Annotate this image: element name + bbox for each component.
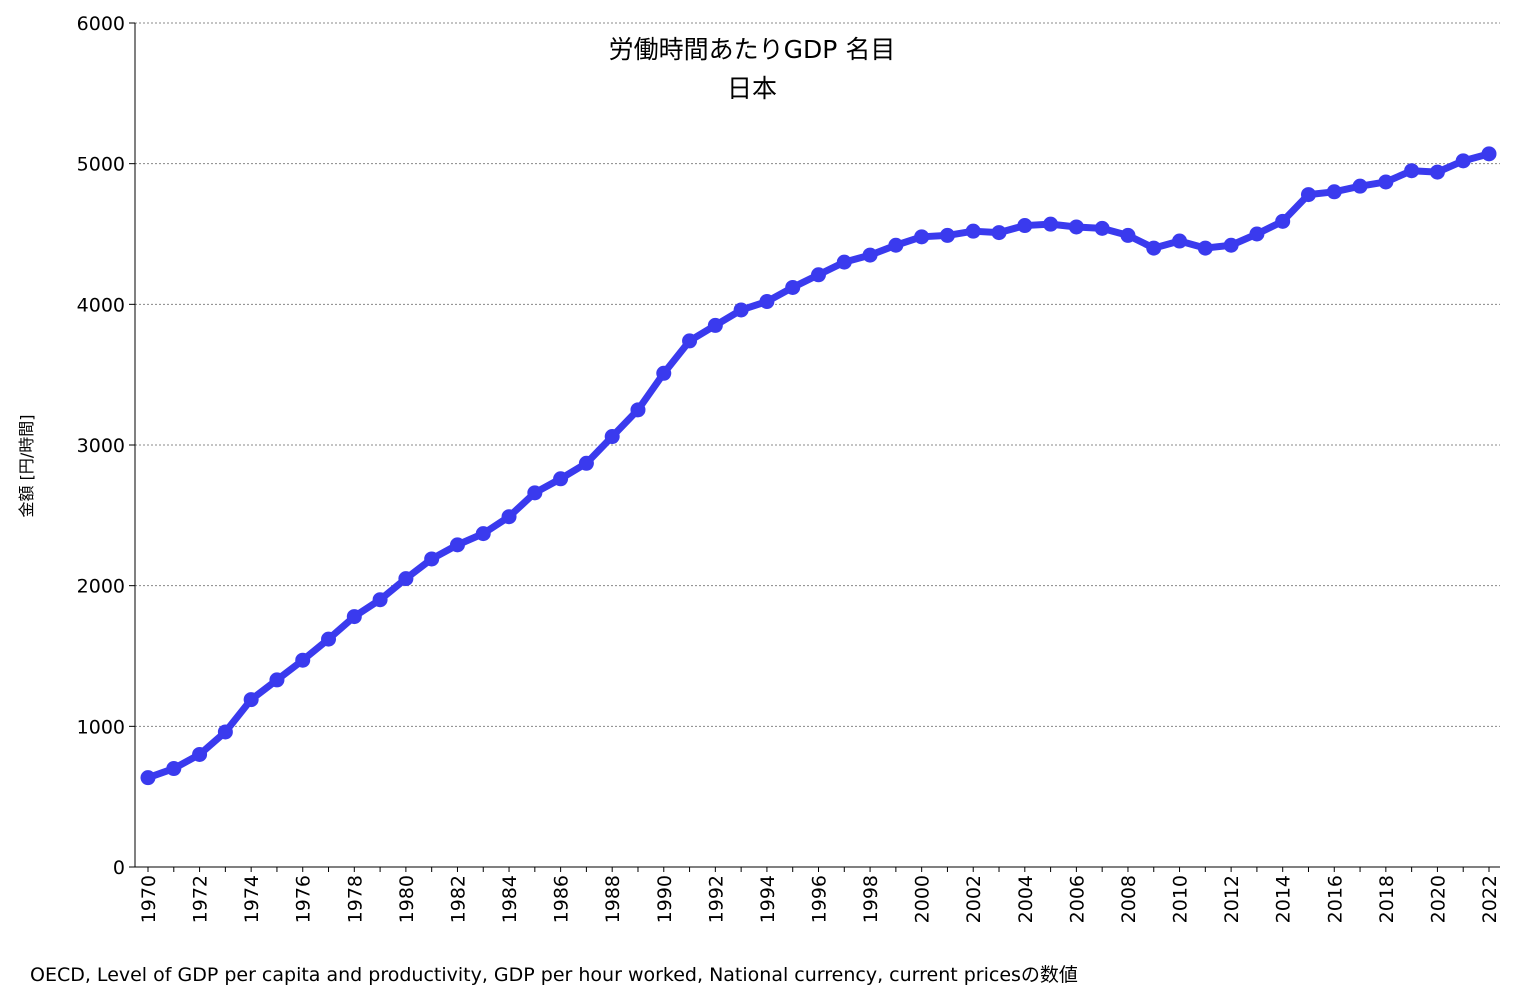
- y-tick-label: 3000: [77, 435, 125, 457]
- x-tick-label: 2000: [912, 875, 934, 923]
- x-tick-label: 2014: [1273, 875, 1295, 923]
- data-point: [1455, 153, 1471, 169]
- data-point: [759, 294, 775, 310]
- data-point: [295, 652, 311, 668]
- data-point: [372, 592, 388, 608]
- data-point: [449, 537, 465, 553]
- data-point: [785, 279, 801, 295]
- data-point: [346, 609, 362, 625]
- y-tick-label: 6000: [77, 13, 125, 35]
- series-line: [140, 146, 1497, 786]
- data-point: [1429, 164, 1445, 180]
- data-point: [217, 724, 233, 740]
- data-point: [1043, 216, 1059, 232]
- data-point: [1094, 220, 1110, 236]
- data-point: [733, 302, 749, 318]
- data-point: [578, 455, 594, 471]
- x-tick-label: 2016: [1324, 875, 1346, 923]
- chart-title: 労働時間あたりGDP 名目: [609, 35, 896, 64]
- y-axis-label: 金額 [円/時間]: [17, 415, 36, 518]
- y-tick-label: 0: [113, 857, 125, 879]
- data-point: [553, 471, 569, 487]
- data-point: [914, 229, 930, 245]
- x-tick-label: 1980: [396, 875, 418, 923]
- data-point: [682, 333, 698, 349]
- gridlines: [135, 22, 1500, 727]
- data-point: [1197, 240, 1213, 256]
- x-tick-label: 1976: [293, 875, 315, 923]
- x-tick-label: 2002: [963, 875, 985, 923]
- x-tick-label: 1970: [138, 875, 160, 923]
- data-point: [1223, 237, 1239, 253]
- x-tick-label: 2022: [1479, 875, 1501, 923]
- data-point: [888, 237, 904, 253]
- data-point: [1326, 184, 1342, 200]
- data-point: [140, 770, 156, 786]
- data-point: [424, 551, 440, 567]
- data-point: [1146, 240, 1162, 256]
- data-point: [1068, 219, 1084, 235]
- axes: [129, 22, 1500, 872]
- data-point: [1378, 174, 1394, 190]
- data-point: [707, 317, 723, 333]
- data-point: [501, 509, 517, 525]
- x-tick-label: 2008: [1118, 875, 1140, 923]
- data-point: [1275, 213, 1291, 229]
- data-point: [811, 267, 826, 283]
- x-tick-label: 1998: [860, 875, 882, 923]
- x-tick-label: 1974: [241, 875, 263, 923]
- data-point: [166, 761, 182, 777]
- data-point: [862, 247, 878, 263]
- x-tick-label: 1984: [499, 875, 521, 923]
- data-point: [1172, 233, 1188, 249]
- data-point: [269, 672, 285, 688]
- data-point: [630, 402, 646, 418]
- data-point: [1352, 178, 1368, 194]
- data-point: [527, 485, 543, 501]
- data-point: [321, 631, 337, 647]
- x-tick-label: 2020: [1427, 875, 1449, 923]
- data-point: [398, 571, 414, 587]
- x-tick-label: 1978: [344, 875, 366, 923]
- x-tick-label: 2004: [1015, 875, 1037, 923]
- x-tick-label: 1988: [602, 875, 624, 923]
- x-tick-label: 1992: [705, 875, 727, 923]
- x-tick-label: 1994: [757, 875, 779, 923]
- data-point: [939, 227, 955, 243]
- y-tick-label: 5000: [77, 154, 125, 176]
- data-point: [243, 692, 259, 708]
- x-tick-label: 2012: [1221, 875, 1243, 923]
- data-point: [604, 429, 620, 445]
- x-tick-label: 1996: [809, 875, 831, 923]
- x-tick-label: 2006: [1066, 875, 1088, 923]
- x-tick-label: 1990: [654, 875, 676, 923]
- x-tick-label: 2018: [1376, 875, 1398, 923]
- data-point: [1481, 146, 1497, 162]
- y-tick-label: 4000: [77, 294, 125, 316]
- data-point: [656, 365, 672, 381]
- data-point: [1249, 226, 1265, 242]
- x-tick-labels: 1970 1972 1974 1976 1978 1980 1982 1984 1986 1988…: [138, 875, 1501, 923]
- data-point: [1300, 187, 1316, 203]
- data-point: [1017, 218, 1033, 234]
- source-footnote: OECD, Level of GDP per capita and produc…: [30, 964, 1078, 986]
- data-point: [1120, 227, 1136, 243]
- y-tick-label: 1000: [77, 716, 125, 738]
- data-point: [192, 746, 208, 762]
- data-point: [991, 225, 1007, 241]
- chart-subtitle: 日本: [727, 74, 777, 103]
- series-line-path: [146, 150, 1490, 781]
- x-tick-label: 2010: [1170, 875, 1192, 923]
- y-tick-labels: 0 1000 2000 3000 4000 5000 6000: [77, 13, 125, 879]
- data-point: [1404, 163, 1420, 179]
- data-point: [836, 254, 852, 270]
- x-tick-label: 1982: [447, 875, 469, 923]
- x-tick-label: 1972: [190, 875, 212, 923]
- x-tick-label: 1986: [551, 875, 573, 923]
- data-point: [475, 526, 491, 542]
- data-point: [965, 223, 981, 239]
- y-tick-label: 2000: [77, 576, 125, 598]
